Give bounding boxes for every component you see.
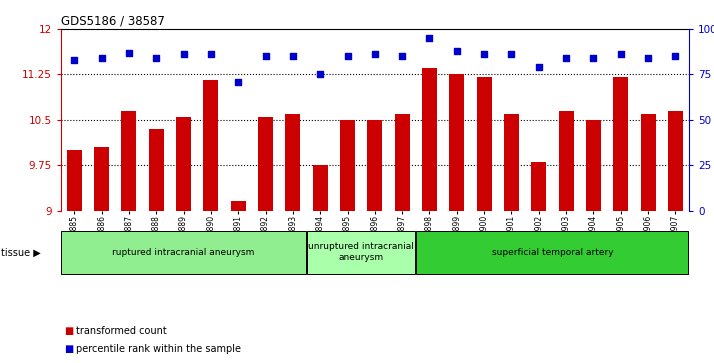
FancyBboxPatch shape [61,231,306,274]
Bar [94,147,109,211]
Text: ■: ■ [64,326,74,336]
Bar [231,201,246,211]
Bar [504,114,519,211]
Text: tissue ▶: tissue ▶ [1,247,41,257]
Point [560,55,572,61]
Bar [422,68,437,211]
Point [533,64,545,70]
Text: percentile rank within the sample: percentile rank within the sample [76,344,241,354]
Point [478,52,490,57]
Text: ■: ■ [64,344,74,354]
Point [96,55,107,61]
Point [205,52,216,57]
Point [314,72,326,77]
Bar [258,117,273,211]
Point [588,55,599,61]
Bar [395,114,410,211]
Text: ruptured intracranial aneurysm: ruptured intracranial aneurysm [112,248,255,257]
Point [69,57,80,63]
Text: unruptured intracranial
aneurysm: unruptured intracranial aneurysm [308,242,414,262]
Point [396,53,408,59]
Bar [121,111,136,211]
Point [424,35,436,41]
Bar [449,74,464,211]
Bar [149,129,164,211]
Bar [367,120,383,211]
Point [342,53,353,59]
Text: superficial temporal artery: superficial temporal artery [492,248,613,257]
FancyBboxPatch shape [416,231,688,274]
Bar [668,111,683,211]
Point [670,53,681,59]
Point [615,52,626,57]
Text: transformed count: transformed count [76,326,167,336]
Bar [586,120,601,211]
Bar [67,150,82,211]
Point [643,55,654,61]
FancyBboxPatch shape [307,231,416,274]
Bar [558,111,573,211]
Bar [286,114,301,211]
Point [260,53,271,59]
Bar [477,77,492,211]
Bar [176,117,191,211]
Text: GDS5186 / 38587: GDS5186 / 38587 [61,15,164,28]
Point [369,52,381,57]
Point [178,52,189,57]
Bar [340,120,355,211]
Bar [531,162,546,211]
Bar [613,77,628,211]
Bar [203,81,218,211]
Point [233,79,244,85]
Bar [313,165,328,211]
Point [506,52,517,57]
Point [151,55,162,61]
Point [451,48,463,54]
Bar [640,114,655,211]
Point [287,53,298,59]
Point [124,50,135,56]
